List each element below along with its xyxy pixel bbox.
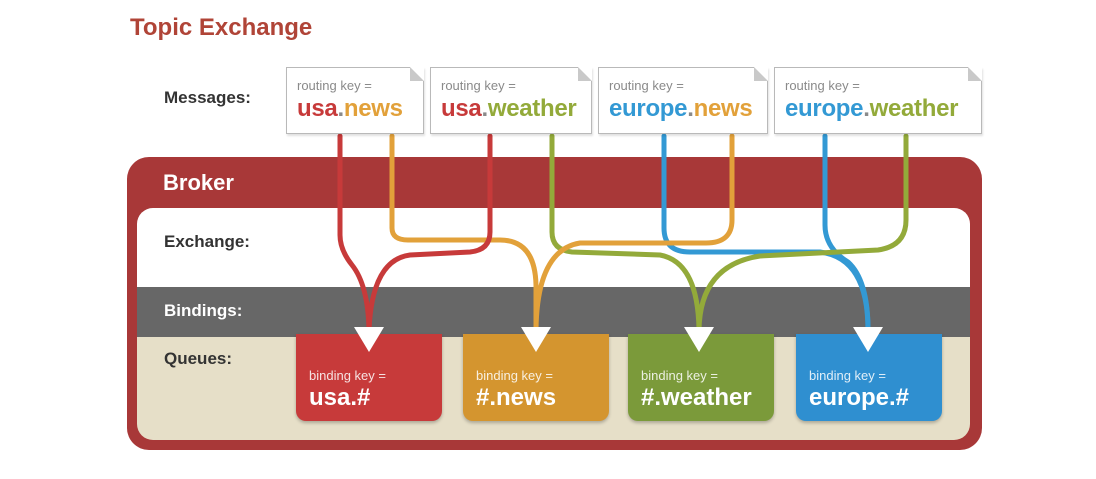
binding-key-label: binding key = [809, 368, 886, 383]
queue-usa-all: binding key = usa.# [296, 334, 442, 421]
routing-key-part1: usa [441, 95, 482, 122]
binding-key-label: binding key = [476, 368, 553, 383]
routing-key-part1: europe [609, 95, 688, 122]
routing-key-label: routing key = [297, 78, 372, 93]
binding-key-value: #.weather [641, 384, 752, 411]
binding-key-value: usa.# [309, 384, 371, 411]
routing-key-value: usa.weather [441, 95, 591, 123]
routing-key-dot: . [863, 95, 870, 122]
page-fold-icon [578, 67, 592, 81]
message-europe-weather: routing key = europe.weather [774, 67, 982, 134]
page-fold-icon [754, 67, 768, 81]
queues-label: Queues: [164, 349, 233, 368]
routing-key-label: routing key = [785, 78, 860, 93]
bindings-area [137, 287, 970, 337]
routing-key-part2: news [693, 95, 753, 122]
routing-key-value: usa.news [297, 95, 423, 123]
routing-key-part2: news [343, 95, 403, 122]
queue-all-weather: binding key = #.weather [628, 334, 774, 421]
messages-label: Messages: [164, 88, 251, 107]
routing-key-part1: europe [785, 95, 864, 122]
bindings-label: Bindings: [164, 301, 243, 320]
routing-key-value: europe.weather [785, 95, 981, 123]
routing-key-part2: weather [869, 95, 959, 122]
routing-key-part1: usa [297, 95, 338, 122]
queue-all-news: binding key = #.news [463, 334, 609, 421]
binding-key-label: binding key = [641, 368, 718, 383]
binding-key-value: #.news [476, 384, 557, 411]
routing-key-dot: . [337, 95, 344, 122]
routing-key-label: routing key = [609, 78, 684, 93]
exchange-label: Exchange: [164, 232, 250, 251]
routing-key-part2: weather [487, 95, 577, 122]
broker-label: Broker [163, 170, 234, 195]
diagram-title: Topic Exchange [130, 14, 313, 41]
routing-key-dot: . [481, 95, 488, 122]
page-fold-icon [968, 67, 982, 81]
queue-europe-all: binding key = europe.# [796, 334, 942, 421]
routing-key-label: routing key = [441, 78, 516, 93]
message-usa-weather: routing key = usa.weather [430, 67, 592, 134]
message-europe-news: routing key = europe.news [598, 67, 768, 134]
page-fold-icon [410, 67, 424, 81]
routing-key-dot: . [687, 95, 694, 122]
binding-key-value: europe.# [809, 384, 910, 411]
binding-key-label: binding key = [309, 368, 386, 383]
message-usa-news: routing key = usa.news [286, 67, 424, 134]
routing-key-value: europe.news [609, 95, 767, 123]
exchange-area [137, 208, 970, 287]
